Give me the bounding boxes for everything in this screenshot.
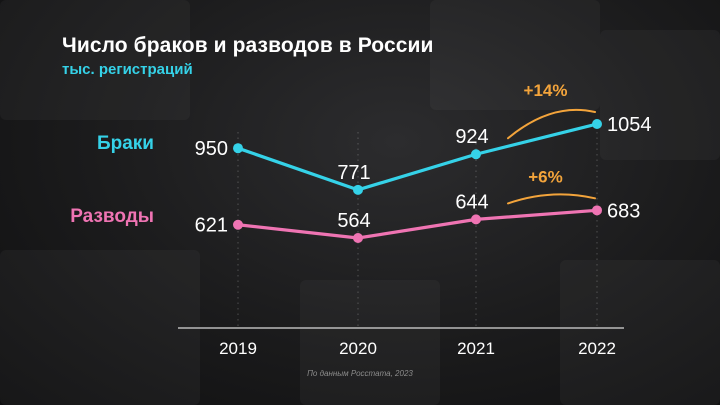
data-point [353, 233, 363, 243]
data-label: 771 [337, 162, 370, 184]
data-point [471, 149, 481, 160]
x-tick-label: 2020 [339, 339, 377, 358]
data-label: 924 [455, 126, 488, 148]
data-point [233, 143, 243, 154]
change-annotations: +14% +6% [507, 81, 596, 205]
source-note: По данным Росстата, 2023 [307, 369, 413, 378]
series-labels: Браки Разводы [70, 133, 154, 227]
change-arc [507, 193, 596, 205]
data-point [353, 184, 363, 195]
series-line [236, 122, 599, 192]
series-label: Браки [97, 133, 154, 154]
change-label: +14% [524, 81, 568, 100]
series-label: Разводы [70, 206, 154, 227]
change-arc [507, 108, 596, 140]
change-label: +6% [528, 167, 563, 186]
data-point [592, 205, 602, 216]
data-point [592, 119, 602, 129]
data-point [471, 214, 481, 225]
x-axis-tick-labels: 2019 2020 2021 2022 [219, 339, 616, 358]
chart-subtitle: тыс. регистраций [62, 61, 193, 78]
chart-title: Число браков и разводов в России [62, 34, 434, 57]
data-label: 1054 [607, 114, 652, 136]
data-label: 564 [337, 210, 370, 232]
data-label: 621 [195, 215, 228, 237]
x-tick-label: 2022 [578, 339, 616, 358]
x-tick-label: 2019 [219, 339, 257, 358]
data-label: 644 [455, 191, 488, 213]
data-label: 950 [195, 138, 228, 160]
series-line [236, 208, 599, 240]
data-label: 683 [607, 200, 640, 222]
data-point [233, 219, 243, 230]
x-tick-label: 2021 [457, 339, 495, 358]
series-group: 950 771 924 1054 621 564 644 683 [195, 114, 652, 243]
